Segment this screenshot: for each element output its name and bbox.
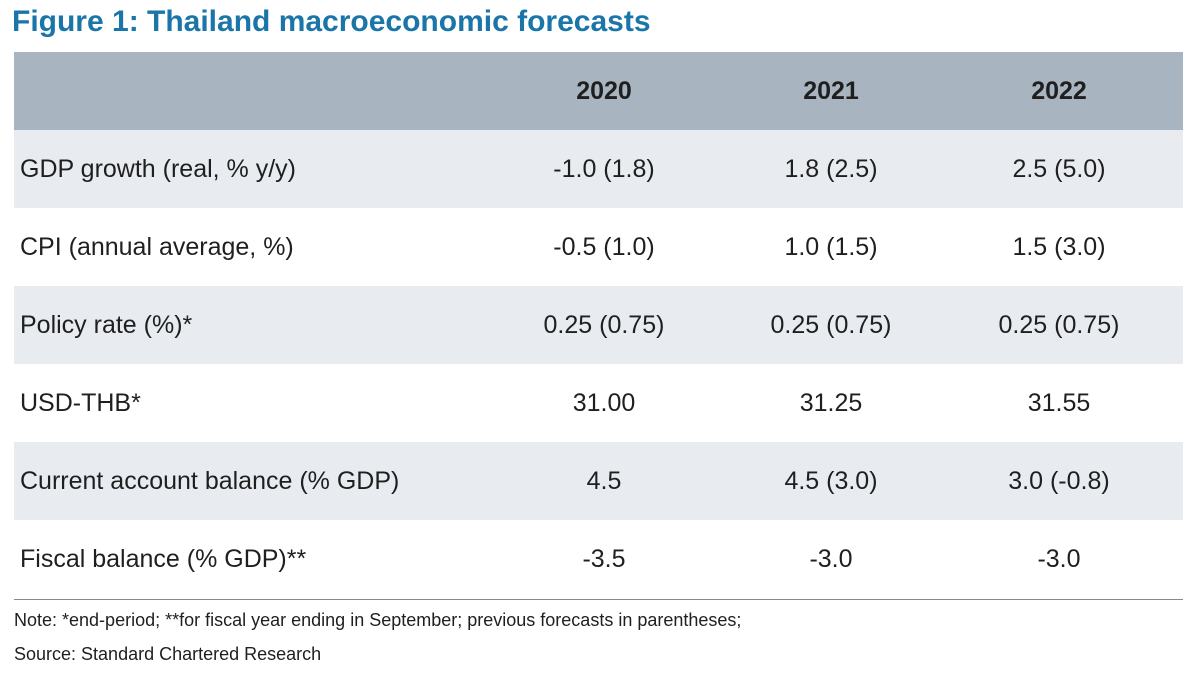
forecast-table: 2020 2021 2022 GDP growth (real, % y/y) … xyxy=(14,52,1183,598)
table-cell: 1.8 (2.5) xyxy=(784,154,878,183)
table-cell: 1.5 (3.0) xyxy=(1012,232,1106,261)
table-row-policy-rate: Policy rate (%)* 0.25 (0.75) 0.25 (0.75)… xyxy=(14,286,1183,364)
footer-divider xyxy=(14,599,1183,600)
column-header-2020: 2020 xyxy=(576,76,632,105)
column-header-2022: 2022 xyxy=(1031,76,1087,105)
table-cell: 31.00 xyxy=(572,388,636,417)
source-note: Source: Standard Chartered Research xyxy=(14,644,322,664)
table-cell: 1.0 (1.5) xyxy=(784,232,878,261)
table-cell: 4.5 xyxy=(586,466,622,495)
row-label: CPI (annual average, %) xyxy=(20,232,294,261)
table-cell: 31.25 xyxy=(799,388,863,417)
table-header-row: 2020 2021 2022 xyxy=(14,52,1183,130)
table-cell: 2.5 (5.0) xyxy=(1012,154,1106,183)
table-cell: 31.55 xyxy=(1027,388,1091,417)
table-row-gdp-growth: GDP growth (real, % y/y) -1.0 (1.8) 1.8 … xyxy=(14,130,1183,208)
row-label: GDP growth (real, % y/y) xyxy=(20,154,297,183)
figure-title: Figure 1: Thailand macroeconomic forecas… xyxy=(12,5,651,38)
table-cell: -0.5 (1.0) xyxy=(553,232,655,261)
row-label: Fiscal balance (% GDP)** xyxy=(20,544,307,573)
table-cell: -3.0 xyxy=(809,544,853,573)
table-cell: -3.5 xyxy=(582,544,626,573)
table-row-usd-thb: USD-THB* 31.00 31.25 31.55 xyxy=(14,364,1183,442)
table-cell: -1.0 (1.8) xyxy=(553,154,655,183)
table-row-cpi: CPI (annual average, %) -0.5 (1.0) 1.0 (… xyxy=(14,208,1183,286)
table-cell: 0.25 (0.75) xyxy=(543,310,665,339)
row-label: Policy rate (%)* xyxy=(20,310,193,339)
table-cell: 0.25 (0.75) xyxy=(998,310,1120,339)
table-cell: -3.0 xyxy=(1037,544,1081,573)
row-label: Current account balance (% GDP) xyxy=(20,466,400,495)
table-cell: 3.0 (-0.8) xyxy=(1008,466,1110,495)
table-row-fiscal-balance: Fiscal balance (% GDP)** -3.5 -3.0 -3.0 xyxy=(14,520,1183,598)
row-label: USD-THB* xyxy=(20,388,141,417)
table-note: Note: *end-period; **for fiscal year end… xyxy=(14,610,742,630)
table-row-current-account: Current account balance (% GDP) 4.5 4.5 … xyxy=(14,442,1183,520)
table-cell: 0.25 (0.75) xyxy=(770,310,892,339)
column-header-2021: 2021 xyxy=(803,76,859,105)
table-cell: 4.5 (3.0) xyxy=(784,466,878,495)
